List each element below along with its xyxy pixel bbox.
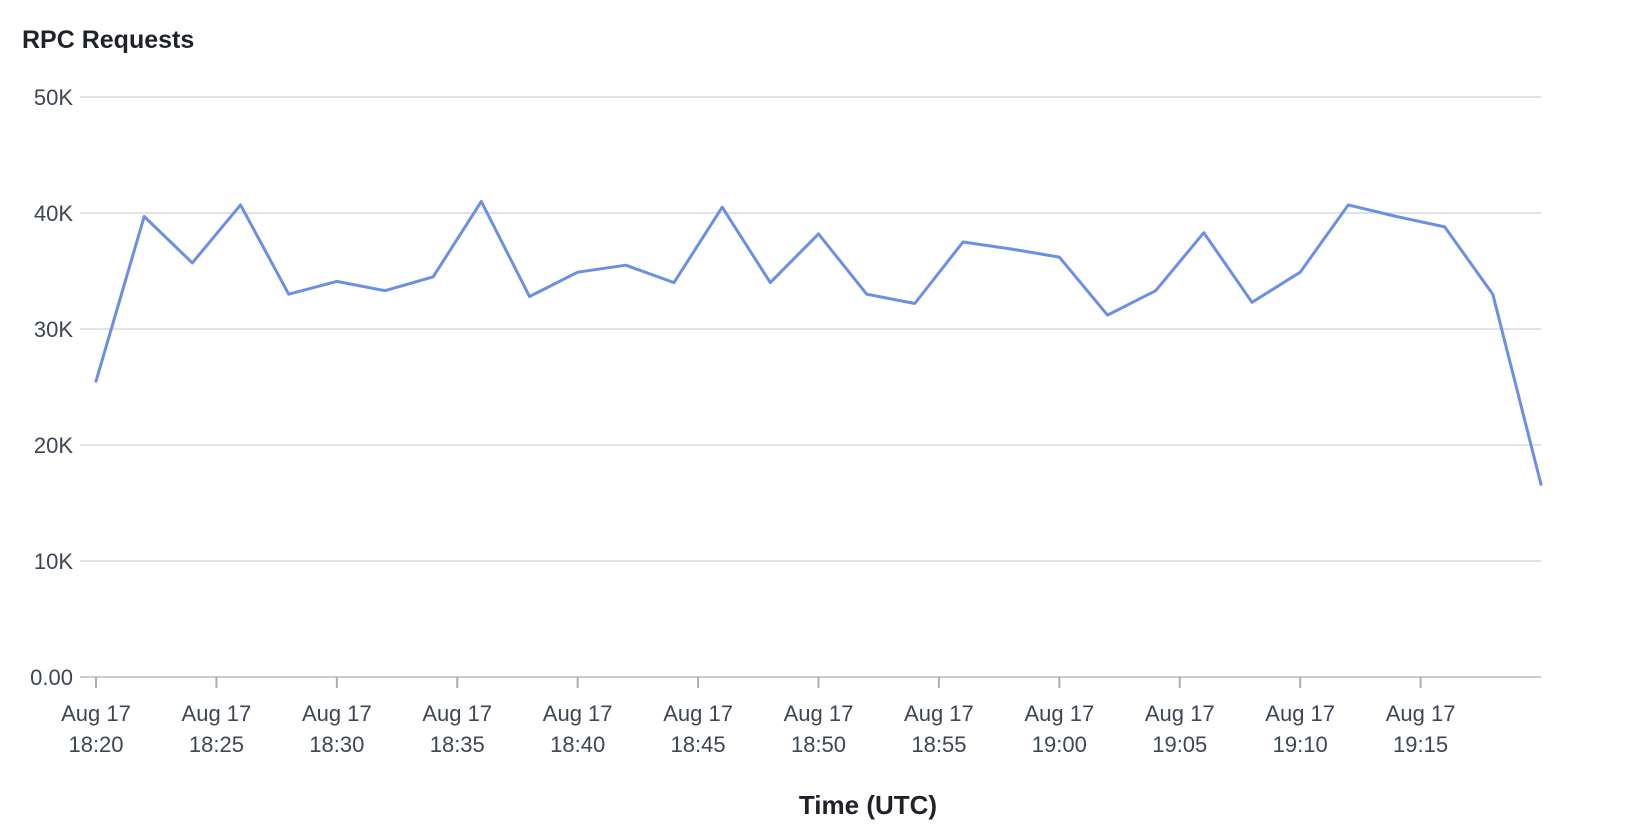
- x-tick-label-time: 19:10: [1273, 732, 1328, 757]
- y-tick-label: 20K: [34, 433, 73, 458]
- y-tick-label: 0.00: [30, 665, 73, 690]
- series-layer: [92, 197, 1545, 488]
- data-point: [140, 213, 148, 221]
- x-tick-label-time: 18:40: [550, 732, 605, 757]
- data-point: [959, 238, 967, 246]
- data-point: [1007, 245, 1015, 253]
- data-point: [1441, 223, 1449, 231]
- y-tick-label: 50K: [34, 85, 73, 110]
- x-tick-label-time: 18:25: [189, 732, 244, 757]
- data-point: [1489, 290, 1497, 298]
- data-point: [237, 201, 245, 209]
- x-tick-label-date: Aug 17: [182, 701, 252, 726]
- data-point: [381, 287, 389, 295]
- data-point: [1537, 480, 1545, 488]
- data-point: [622, 261, 630, 269]
- data-point: [188, 259, 196, 267]
- x-tick-label-time: 18:45: [671, 732, 726, 757]
- data-point: [670, 279, 678, 287]
- x-axis-title: Time (UTC): [799, 790, 937, 820]
- x-tick-label-date: Aug 17: [1386, 701, 1456, 726]
- data-point: [1393, 213, 1401, 221]
- x-tick-label-time: 18:50: [791, 732, 846, 757]
- series-line-0: [94, 199, 1543, 486]
- x-tick-label-date: Aug 17: [904, 701, 974, 726]
- x-tick-label-date: Aug 17: [1145, 701, 1215, 726]
- y-tick-label: 40K: [34, 201, 73, 226]
- x-tick-label-date: Aug 17: [1024, 701, 1094, 726]
- data-point: [429, 273, 437, 281]
- data-point: [526, 293, 534, 301]
- data-point: [477, 197, 485, 205]
- x-tick-label-date: Aug 17: [663, 701, 733, 726]
- data-point: [911, 300, 919, 308]
- data-point: [718, 203, 726, 211]
- x-axis: Aug 17 18:20 Aug 17 18:25 Aug 17 18:30 Aug 17 1…: [61, 677, 1455, 757]
- data-point: [1055, 253, 1063, 261]
- x-tick-label-date: Aug 17: [1265, 701, 1335, 726]
- data-point: [92, 377, 100, 385]
- x-tick-label-date: Aug 17: [422, 701, 492, 726]
- data-point: [574, 268, 582, 276]
- data-point: [863, 290, 871, 298]
- x-tick-label-date: Aug 17: [543, 701, 613, 726]
- x-tick-label-time: 19:15: [1393, 732, 1448, 757]
- data-point: [285, 290, 293, 298]
- data-point: [333, 277, 341, 285]
- x-tick-label-time: 19:05: [1152, 732, 1207, 757]
- data-point: [1200, 229, 1208, 237]
- y-tick-label: 10K: [34, 549, 73, 574]
- x-tick-label-time: 18:20: [68, 732, 123, 757]
- y-axis: 0.00 10K 20K 30K 40K 50K: [30, 85, 73, 690]
- x-tick-label-time: 19:00: [1032, 732, 1087, 757]
- x-tick-label-date: Aug 17: [61, 701, 131, 726]
- x-tick-label-time: 18:35: [430, 732, 485, 757]
- data-point: [1152, 287, 1160, 295]
- y-tick-label: 30K: [34, 317, 73, 342]
- data-point: [1344, 201, 1352, 209]
- x-tick-label-time: 18:55: [911, 732, 966, 757]
- data-point: [815, 230, 823, 238]
- x-tick-label-date: Aug 17: [302, 701, 372, 726]
- x-tick-label-time: 18:30: [309, 732, 364, 757]
- data-point: [1296, 268, 1304, 276]
- data-point: [1104, 311, 1112, 319]
- data-point: [766, 279, 774, 287]
- chart-title: RPC Requests: [22, 26, 194, 54]
- x-tick-label-date: Aug 17: [784, 701, 854, 726]
- gridlines: [80, 96, 1541, 678]
- data-point: [1248, 298, 1256, 306]
